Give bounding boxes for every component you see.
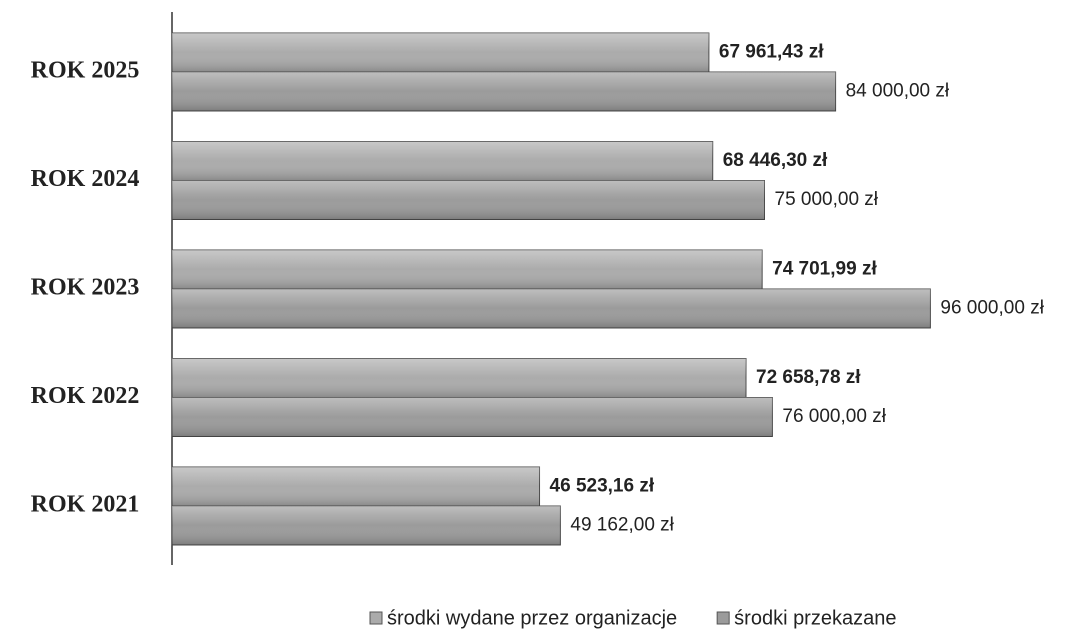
bar-shade [172, 180, 765, 220]
bar-shade [172, 250, 763, 289]
value-label: 84 000,00 zł [846, 81, 950, 102]
legend-swatch [369, 611, 383, 625]
bar-shade [172, 358, 747, 398]
bar-shade [172, 289, 931, 328]
value-label: 74 701,99 zł [772, 259, 877, 280]
bar-shade [172, 33, 709, 72]
value-label: 49 162,00 zł [570, 515, 674, 536]
legend-label: środki przekazane [734, 607, 896, 629]
value-label: 68 446,30 zł [723, 150, 828, 171]
value-label: 72 658,78 zł [756, 367, 861, 388]
category-label: ROK 2022 [31, 383, 140, 409]
category-label: ROK 2025 [31, 58, 140, 84]
bar-shade [172, 397, 773, 437]
value-label: 96 000,00 zł [940, 298, 1044, 319]
legend-label: środki wydane przez organizacje [387, 607, 677, 629]
value-label: 46 523,16 zł [550, 476, 655, 497]
value-label: 76 000,00 zł [782, 406, 886, 427]
legend-swatch [716, 611, 730, 625]
bar-shade [172, 467, 540, 506]
category-label: ROK 2023 [31, 275, 140, 301]
category-label: ROK 2021 [31, 492, 140, 518]
value-label: 67 961,43 zł [719, 42, 824, 63]
bar-shade [172, 506, 561, 545]
category-label: ROK 2024 [31, 166, 140, 192]
value-label: 75 000,00 zł [775, 189, 879, 210]
bar-shade [172, 72, 836, 111]
bar-shade [172, 141, 713, 181]
